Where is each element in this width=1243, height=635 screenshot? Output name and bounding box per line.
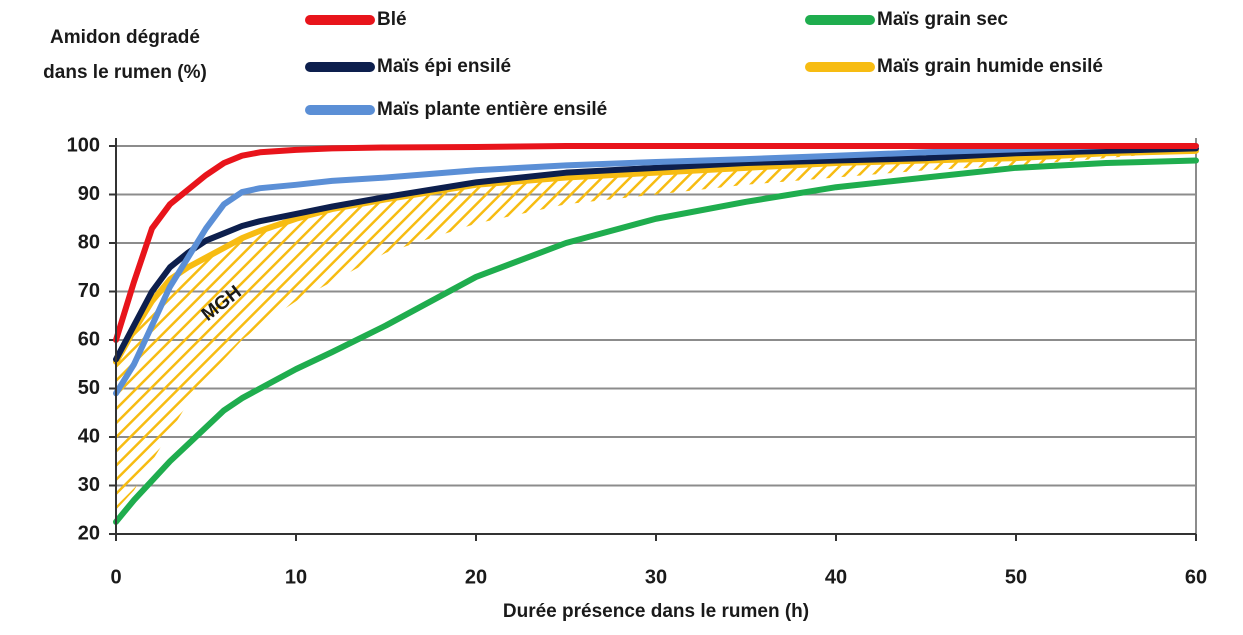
y-tick-label: 100 — [67, 134, 100, 156]
legend-label: Maïs plante entière ensilé — [377, 99, 607, 120]
y-tick-label: 30 — [78, 474, 100, 496]
x-tick-label: 40 — [825, 566, 847, 588]
y-tick-label: 50 — [78, 377, 100, 399]
legend-label: Maïs grain sec — [877, 9, 1008, 30]
legend-label: Maïs épi ensilé — [377, 56, 511, 77]
series-line — [113, 145, 1199, 363]
y-tick-label: 80 — [78, 231, 100, 253]
legend-label: Blé — [377, 9, 407, 30]
hatched-band — [116, 150, 1196, 510]
x-tick-label: 30 — [645, 566, 667, 588]
legend-label: Maïs grain humide ensilé — [877, 56, 1103, 77]
x-tick-label: 50 — [1005, 566, 1027, 588]
x-axis-label: Durée présence dans le rumen (h) — [503, 601, 809, 622]
y-tick-label: 40 — [78, 425, 100, 447]
y-tick-label: 60 — [78, 328, 100, 350]
x-tick-label: 20 — [465, 566, 487, 588]
series-line — [113, 157, 1199, 525]
y-axis-label: dans le rumen (%) — [43, 62, 207, 83]
y-tick-label: 90 — [78, 183, 100, 205]
x-tick-label: 60 — [1185, 566, 1207, 588]
x-tick-label: 10 — [285, 566, 307, 588]
y-axis-label: Amidon dégradé — [50, 27, 200, 48]
y-tick-label: 20 — [78, 522, 100, 544]
y-tick-label: 70 — [78, 280, 100, 302]
series-line — [113, 143, 1199, 397]
x-tick-label: 0 — [110, 566, 121, 588]
series-line — [113, 143, 1199, 343]
